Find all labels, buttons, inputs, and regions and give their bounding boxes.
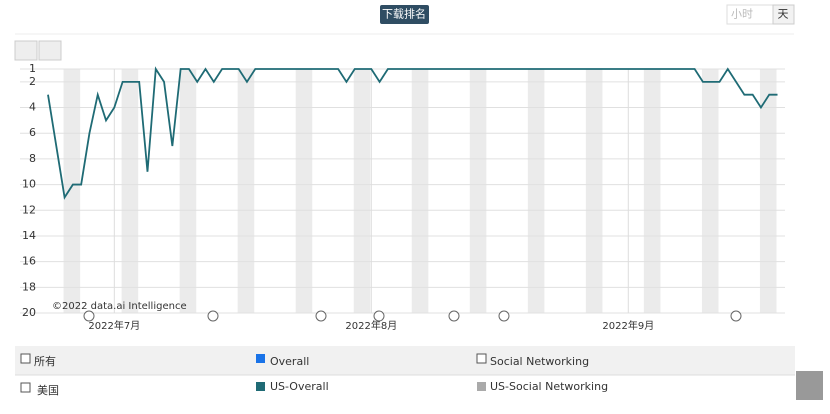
download-label[interactable]: 下载排名	[382, 7, 426, 21]
weekend-band	[179, 69, 197, 313]
x-tick-label: 2022年9月	[602, 319, 654, 332]
weekend-band	[237, 69, 255, 313]
weekend-band	[353, 69, 371, 313]
annotation-icon	[448, 310, 460, 322]
annotation-icon	[498, 310, 510, 322]
y-tick-label: 10	[22, 178, 36, 191]
weekend-band	[63, 69, 81, 313]
weekend-band	[295, 69, 313, 313]
legend-label[interactable]: US-Overall	[270, 380, 329, 393]
plot: 12 4 6 8 10 12 14 16 18 20 2022年7月 2022年8月 2022年9月 ©2…	[20, 62, 785, 332]
legend-swatch	[477, 382, 486, 391]
y-tick-label: 2	[29, 75, 36, 88]
y-tick-label: 4	[29, 101, 36, 114]
weekend-band	[411, 69, 429, 313]
watermark: ©2022 data.ai Intelligence	[52, 301, 187, 312]
y-tick-label: 12	[22, 203, 36, 216]
country: 美国	[37, 384, 59, 397]
weekend-band	[527, 69, 545, 313]
checkbox[interactable]	[20, 353, 31, 364]
x-tick-label: 2022年7月	[88, 319, 140, 332]
legend-label[interactable]: US-Social Networking	[490, 380, 608, 393]
weekend-band	[121, 69, 139, 313]
filter-overall[interactable]: Overall	[270, 355, 309, 368]
annotation-icon	[373, 310, 385, 322]
y-tick-label: 1	[29, 62, 36, 75]
scroll-top[interactable]	[796, 371, 823, 400]
y-tick-label: 20	[22, 306, 36, 319]
series-line	[47, 66, 778, 200]
x-tick-label: 2022年8月	[345, 319, 397, 332]
annotation-icon	[207, 310, 219, 322]
weekend-band	[701, 69, 719, 313]
filter-all[interactable]: 所有	[34, 354, 56, 368]
hour-label[interactable]: 小时	[731, 8, 753, 21]
legend-swatch	[256, 382, 265, 391]
weekend-band	[585, 69, 603, 313]
day-toggle[interactable]	[772, 4, 795, 25]
day-label[interactable]: 天	[778, 8, 789, 21]
y-tick-label: 6	[29, 126, 36, 139]
weekend-band	[759, 69, 777, 313]
checkbox[interactable]	[256, 354, 265, 363]
weekend-band	[643, 69, 661, 313]
annotation-icon	[315, 310, 327, 322]
annotation-icon	[730, 310, 742, 322]
download-button[interactable]	[380, 5, 429, 24]
y-tick-label: 14	[22, 229, 36, 242]
filter-social[interactable]: Social Networking	[490, 355, 589, 368]
collapse[interactable]	[20, 382, 31, 393]
reset-zoom[interactable]	[14, 40, 38, 61]
filter-row	[15, 346, 795, 375]
y-tick-label: 16	[22, 255, 36, 268]
zoom[interactable]	[38, 40, 62, 61]
checkbox[interactable]	[476, 353, 487, 364]
y-tick-label: 8	[29, 152, 36, 165]
y-tick-label: 18	[22, 280, 36, 293]
annotation-icon	[83, 310, 95, 322]
weekend-band	[469, 69, 487, 313]
